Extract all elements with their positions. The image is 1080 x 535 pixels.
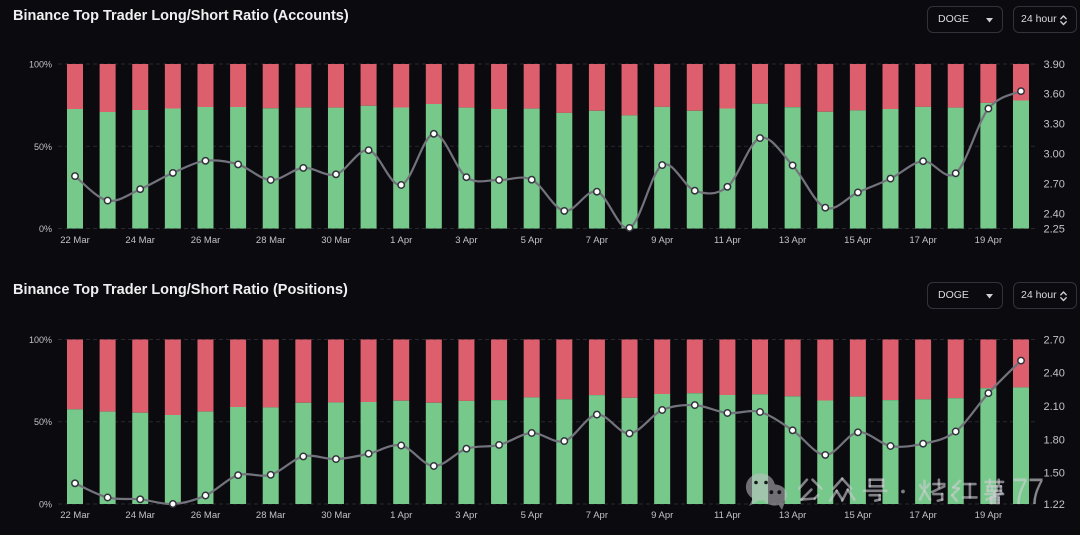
svg-text:2.40: 2.40 bbox=[1044, 208, 1065, 220]
svg-text:100%: 100% bbox=[29, 335, 52, 345]
svg-text:15 Apr: 15 Apr bbox=[844, 510, 871, 521]
svg-text:3.00: 3.00 bbox=[1044, 149, 1065, 161]
svg-text:2.70: 2.70 bbox=[1044, 178, 1065, 190]
svg-text:11 Apr: 11 Apr bbox=[714, 235, 741, 246]
svg-text:30 Mar: 30 Mar bbox=[321, 235, 351, 246]
svg-text:24 Mar: 24 Mar bbox=[125, 510, 155, 521]
svg-text:3 Apr: 3 Apr bbox=[455, 235, 477, 246]
svg-text:9 Apr: 9 Apr bbox=[651, 235, 673, 246]
svg-text:2.10: 2.10 bbox=[1044, 401, 1065, 413]
svg-text:13 Apr: 13 Apr bbox=[779, 235, 806, 246]
svg-text:1.22: 1.22 bbox=[1044, 499, 1065, 511]
svg-text:17 Apr: 17 Apr bbox=[909, 510, 936, 521]
svg-text:11 Apr: 11 Apr bbox=[714, 510, 741, 521]
svg-text:100%: 100% bbox=[29, 60, 52, 70]
svg-text:7 Apr: 7 Apr bbox=[586, 510, 608, 521]
svg-text:1 Apr: 1 Apr bbox=[390, 510, 412, 521]
svg-text:30 Mar: 30 Mar bbox=[321, 510, 351, 521]
svg-text:1 Apr: 1 Apr bbox=[390, 235, 412, 246]
svg-text:19 Apr: 19 Apr bbox=[975, 510, 1002, 521]
svg-text:3.30: 3.30 bbox=[1044, 119, 1065, 131]
svg-text:2.25: 2.25 bbox=[1044, 223, 1065, 235]
svg-text:50%: 50% bbox=[34, 417, 52, 427]
svg-text:1.80: 1.80 bbox=[1044, 434, 1065, 446]
svg-text:22 Mar: 22 Mar bbox=[60, 235, 90, 246]
svg-text:28 Mar: 28 Mar bbox=[256, 235, 286, 246]
svg-text:2.70: 2.70 bbox=[1044, 334, 1065, 346]
svg-text:26 Mar: 26 Mar bbox=[191, 510, 221, 521]
svg-text:3 Apr: 3 Apr bbox=[455, 510, 477, 521]
svg-text:15 Apr: 15 Apr bbox=[844, 235, 871, 246]
svg-text:7 Apr: 7 Apr bbox=[586, 235, 608, 246]
svg-text:28 Mar: 28 Mar bbox=[256, 510, 286, 521]
svg-text:13 Apr: 13 Apr bbox=[779, 510, 806, 521]
svg-text:5 Apr: 5 Apr bbox=[521, 235, 543, 246]
svg-text:9 Apr: 9 Apr bbox=[651, 510, 673, 521]
svg-text:0%: 0% bbox=[39, 224, 52, 234]
svg-text:26 Mar: 26 Mar bbox=[191, 235, 221, 246]
svg-text:19 Apr: 19 Apr bbox=[975, 235, 1002, 246]
svg-text:3.60: 3.60 bbox=[1044, 89, 1065, 101]
svg-text:1.50: 1.50 bbox=[1044, 468, 1065, 480]
svg-text:77: 77 bbox=[1012, 471, 1044, 512]
svg-text:50%: 50% bbox=[34, 142, 52, 152]
svg-text:3.90: 3.90 bbox=[1044, 59, 1065, 71]
svg-text:22 Mar: 22 Mar bbox=[60, 510, 90, 521]
svg-text:0%: 0% bbox=[39, 500, 52, 510]
svg-text:2.40: 2.40 bbox=[1044, 368, 1065, 380]
svg-text:17 Apr: 17 Apr bbox=[909, 235, 936, 246]
svg-text:24 Mar: 24 Mar bbox=[125, 235, 155, 246]
svg-text:5 Apr: 5 Apr bbox=[521, 510, 543, 521]
